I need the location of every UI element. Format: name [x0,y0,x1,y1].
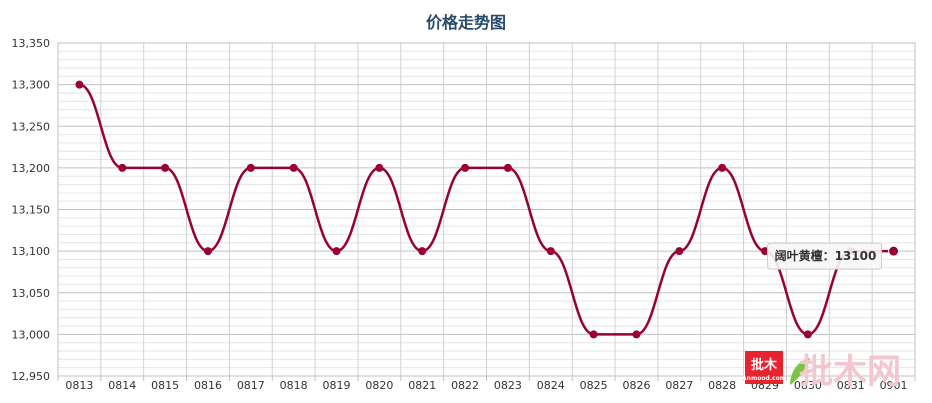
data-point[interactable] [332,247,341,256]
x-tick-label: 0822 [451,379,479,392]
data-point[interactable] [246,163,255,172]
watermark-badge-sub: Anmood.com [742,375,786,382]
x-tick-label: 0820 [365,379,393,392]
data-point[interactable] [118,163,127,172]
x-tick-label: 0825 [580,379,608,392]
x-tick-label: 0818 [280,379,308,392]
data-point[interactable] [589,330,598,339]
data-point[interactable] [761,247,770,256]
watermark-text: 批木网 [799,352,901,392]
watermark-badge-text: 批木 [751,357,778,373]
y-axis: 12,950 13,000 13,050 13,100 13,150 13,200 13,2… [12,37,51,383]
leaf-icon [790,358,810,385]
y-tick-label: 13,350 [12,37,51,50]
tooltip: 阔叶黄檀：13100 [767,242,883,270]
x-tick-label: 0816 [194,379,222,392]
data-point[interactable] [718,163,727,172]
x-axis: 0813 0814 0815 0816 0817 0818 0819 0820 0821 0822… [57,376,916,392]
x-tick-label: 0814 [108,379,136,392]
x-tick-label: 0827 [665,379,693,392]
y-tick-label: 13,000 [12,328,51,341]
data-point[interactable] [161,163,170,172]
y-tick-label: 13,100 [12,245,51,258]
y-tick-label: 13,250 [12,120,51,133]
x-tick-label: 0826 [622,379,650,392]
data-point[interactable] [632,330,641,339]
x-tick-label: 0824 [537,379,565,392]
data-point[interactable] [461,163,470,172]
watermark-badge [745,351,783,384]
x-tick-label: 0821 [408,379,436,392]
y-tick-label: 12,950 [12,370,51,383]
series-line [79,83,894,336]
x-tick-label: 0819 [323,379,351,392]
data-point[interactable] [503,163,512,172]
x-tick-label: 0817 [237,379,265,392]
data-point[interactable] [675,247,684,256]
data-point[interactable] [289,163,298,172]
x-tick-label: 0830 [794,379,822,392]
x-tick-label: 0813 [65,379,93,392]
tooltip-text: 阔叶黄檀：13100 [775,248,877,263]
x-tick-label: 0901 [880,379,908,392]
watermark: 批木 Anmood.com 批木网 [742,351,901,392]
x-tick-label: 0831 [837,379,865,392]
x-tick-label: 0815 [151,379,179,392]
data-point[interactable] [418,247,427,256]
data-point[interactable] [375,163,384,172]
data-point[interactable] [546,247,555,256]
y-tick-label: 13,050 [12,287,51,300]
y-tick-label: 13,300 [12,79,51,92]
x-tick-label: 0828 [708,379,736,392]
data-point[interactable] [75,80,84,89]
y-tick-label: 13,150 [12,204,51,217]
x-tick-label: 0823 [494,379,522,392]
chart-title: 价格走势图 [426,13,506,32]
data-point[interactable] [888,245,900,257]
data-point[interactable] [203,247,212,256]
y-tick-label: 13,200 [12,162,51,175]
data-point[interactable] [803,330,812,339]
